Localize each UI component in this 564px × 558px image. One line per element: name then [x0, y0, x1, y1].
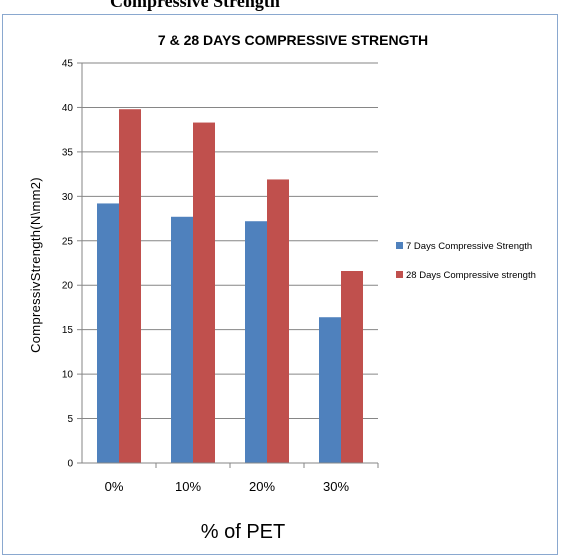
caption-text: Compressive Strength: [110, 0, 280, 11]
bar-7-days-3: [319, 317, 341, 463]
y-tick-label: 20: [62, 281, 74, 292]
y-tick-label: 25: [62, 236, 74, 247]
legend-label: 28 Days Compressive strength: [406, 270, 536, 281]
y-axis-label: CompressivStrength(N\mm2): [28, 177, 43, 353]
y-tick-label: 10: [62, 370, 74, 381]
legend: 7 Days Compressive Strength 28 Days Compr…: [396, 241, 536, 281]
chart-frame: 7 & 28 DAYS COMPRESSIVE STRENGTH 0 5 10 15 2…: [2, 14, 558, 555]
bar-7-days-1: [171, 216, 193, 463]
y-tick-label: 0: [67, 459, 73, 470]
y-tick-label: 35: [62, 147, 74, 158]
y-tick-labels: 0 5 10 15 20 25 30 35 40 45: [62, 59, 74, 470]
y-tick-label: 30: [62, 192, 74, 203]
bar-28-days-2: [267, 179, 289, 463]
x-tick-label: 0%: [105, 479, 124, 494]
y-tick-label: 40: [62, 103, 74, 114]
y-tick-label: 15: [62, 325, 74, 336]
bar-7-days-2: [245, 221, 267, 463]
chart-title: 7 & 28 DAYS COMPRESSIVE STRENGTH: [158, 32, 428, 48]
y-tick-label: 5: [67, 414, 73, 425]
legend-label: 7 Days Compressive Strength: [406, 241, 532, 252]
x-axis-label: % of PET: [201, 521, 285, 543]
legend-swatch: [396, 242, 403, 249]
bar-28-days-1: [193, 122, 215, 464]
figure-caption-fragment: Compressive Strength: [0, 0, 564, 14]
bar-chart: 7 & 28 DAYS COMPRESSIVE STRENGTH 0 5 10 15 2…: [28, 32, 536, 543]
bar-28-days-0: [119, 109, 141, 463]
x-tick-label: 20%: [249, 479, 275, 494]
x-tick-label: 30%: [323, 479, 349, 494]
bar-7-days-0: [97, 203, 119, 463]
legend-swatch: [396, 271, 403, 278]
axes: [77, 62, 379, 468]
bar-28-days-3: [341, 271, 363, 463]
bars: [97, 109, 363, 464]
x-tick-labels: 0% 10% 20% 30%: [105, 479, 350, 494]
x-tick-label: 10%: [175, 479, 201, 494]
y-tick-label: 45: [62, 59, 74, 70]
